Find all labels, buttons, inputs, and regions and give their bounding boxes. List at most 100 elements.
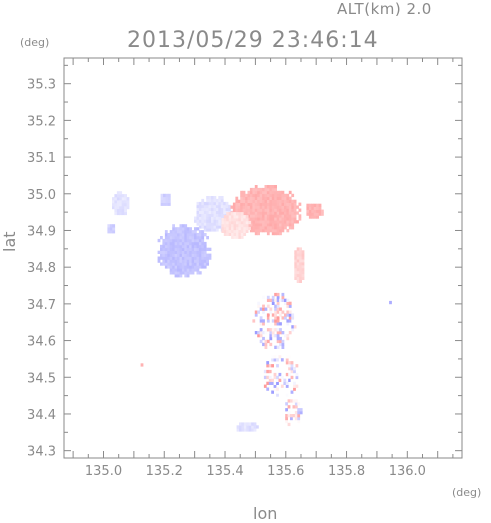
data-cell [279,339,282,344]
data-cell [198,213,202,217]
data-cell [112,197,115,201]
data-cell [201,210,205,214]
data-cell [264,313,268,317]
data-cell [259,196,263,200]
data-cell [221,226,225,231]
data-cell [203,201,207,206]
data-cell [290,367,294,371]
data-cell [286,211,290,215]
y-tick-label: 34.9 [27,224,56,239]
data-cell [177,253,180,257]
data-cell [177,259,180,263]
data-cell [276,292,280,297]
data-cell [262,190,265,195]
data-cell [281,220,285,224]
data-cell [198,236,202,240]
data-cell [240,220,244,225]
data-cell [208,198,212,203]
data-cell [262,342,265,347]
data-cell [189,262,192,266]
data-cell [274,226,277,230]
data-cell [215,201,219,206]
data-cell [288,199,292,203]
data-cell [257,208,260,212]
data-cell [162,262,166,266]
data-cell [274,328,277,332]
data-cell [285,358,289,362]
data-cell [268,381,272,385]
data-cell [223,218,227,222]
data-cell [301,273,305,278]
data-cell [198,233,202,237]
data-cell [206,216,209,220]
data-cell [240,232,244,236]
data-cell [276,229,280,233]
data-cell [264,211,268,215]
data-cell [186,230,190,234]
data-cell [257,310,260,314]
data-cell [203,244,207,249]
data-cell [201,247,205,251]
data-cell [235,199,239,203]
data-cell [184,233,188,237]
data-cell [266,211,270,215]
data-cell [246,428,250,432]
data-cell [174,265,178,269]
data-cell [179,247,183,251]
data-cell [288,361,291,365]
data-cell [232,205,236,209]
data-cell [233,220,237,225]
data-cell [247,214,251,218]
data-cell [228,220,232,225]
data-cell [237,208,241,212]
data-cell [259,316,263,320]
data-cell [119,197,123,201]
data-cell [232,202,236,206]
data-cell [179,268,183,272]
data-cell [221,220,225,225]
data-cell [228,204,231,209]
data-cell [271,217,275,221]
data-cell [269,334,273,338]
data-cell [228,226,232,231]
data-cell [211,198,214,203]
data-cell [271,211,275,215]
data-cell [201,207,205,211]
data-cell [191,268,195,272]
data-cell [287,405,291,409]
data-cell [236,220,239,225]
data-cell [288,313,292,317]
data-cell [196,268,200,272]
data-cell [160,236,163,240]
data-cell [284,220,287,224]
data-cell [181,265,185,269]
data-cell [311,203,315,207]
data-cell [201,216,205,220]
data-cell [179,265,183,269]
data-cell [279,313,282,317]
data-cell [201,244,205,249]
data-cell [198,230,202,234]
data-cell [179,233,183,237]
data-cell [203,250,207,254]
data-cell [284,226,287,230]
data-cell [299,247,302,251]
data-cell [290,369,294,374]
data-cell [262,322,265,326]
data-cell [196,265,200,269]
data-cell [215,210,219,214]
data-cell [198,225,202,229]
data-cell [266,339,270,344]
data-cell [124,200,127,204]
data-cell [223,201,226,206]
data-cell [126,205,130,210]
data-cell [269,193,273,198]
data-cell [194,256,197,260]
x-tick-label: 136.0 [389,464,426,479]
data-cell [184,250,188,254]
data-cell [262,193,265,198]
data-cell [165,199,169,203]
data-cell [271,196,275,200]
y-tick-label: 34.3 [27,445,56,460]
data-cell [249,220,253,224]
